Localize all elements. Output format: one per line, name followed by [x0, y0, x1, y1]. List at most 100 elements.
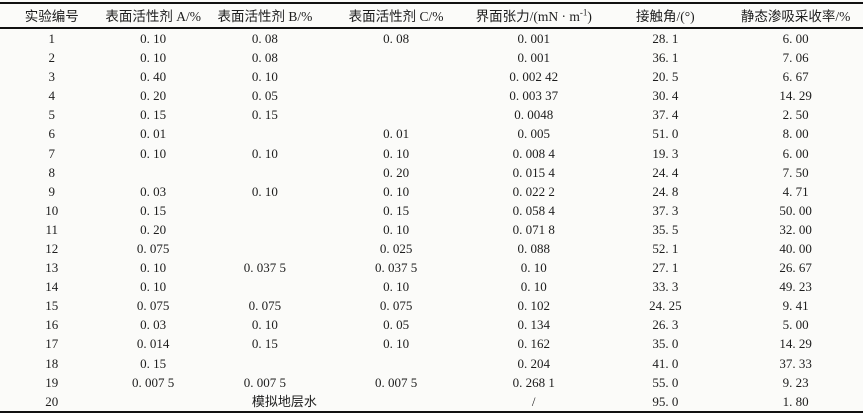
table-cell-experiment-no: 8 — [48, 164, 56, 180]
table-cell-contact-angle: 19. 3 — [652, 145, 679, 161]
table-row: 8 0. 20 0. 015 4 24. 4 7. 50 — [0, 163, 863, 182]
table-cell-static-imbibition-recovery: 37. 33 — [779, 355, 812, 371]
table-cell-contact-angle: 27. 1 — [652, 260, 679, 276]
table-header-row: 实验编号 表面活性剂 A/% 表面活性剂 B/% 表面活性剂 C/% 界面张力/(mN … — [0, 3, 863, 29]
table-cell-surfactant-c: 0. 025 — [379, 240, 413, 256]
table-cell-static-imbibition-recovery: 9. 41 — [782, 298, 809, 314]
unit-label-prefix: 界面张力/(mN · m — [475, 9, 580, 24]
table-cell-static-imbibition-recovery: 40. 00 — [779, 240, 812, 256]
table-cell-experiment-no: 19 — [45, 374, 59, 390]
table-cell-experiment-no: 16 — [45, 317, 59, 333]
table-row: 16 0. 03 0. 10 0. 05 0. 134 26. 3 5. 00 — [0, 315, 863, 334]
column-header-surfactant-c: 表面活性剂 C/% — [327, 3, 466, 29]
column-header-experiment-no: 实验编号 — [0, 3, 104, 29]
table-cell-interfacial-tension: / — [531, 393, 536, 409]
table-row: 18 0. 15 0. 204 41. 0 37. 33 — [0, 354, 863, 373]
table-cell-interfacial-tension: 0. 204 — [517, 355, 550, 371]
table-cell-surfactant-a: 0. 10 — [140, 50, 167, 66]
table-cell-experiment-no: 4 — [48, 88, 56, 104]
table-cell-surfactant-a: 0. 15 — [140, 202, 167, 218]
table-cell-contact-angle: 36. 1 — [652, 50, 679, 66]
table-cell-contact-angle: 55. 0 — [652, 374, 679, 390]
table-cell-static-imbibition-recovery: 8. 00 — [782, 126, 809, 142]
table-cell-static-imbibition-recovery: 5. 00 — [782, 317, 809, 333]
table-body: 1 0. 10 0. 08 0. 08 0. 001 28. 1 6. 00 2 0. 10 0.… — [0, 28, 863, 412]
table-cell-surfactant-a: 0. 007 5 — [132, 374, 175, 390]
table-cell-contact-angle: 41. 0 — [652, 355, 679, 371]
table-cell-interfacial-tension: 0. 0048 — [514, 107, 554, 123]
table-cell-surfactant-b: 0. 10 — [251, 145, 278, 161]
table-cell-contact-angle: 26. 3 — [652, 317, 679, 333]
table-cell-surfactant-b — [203, 124, 327, 143]
table-cell-surfactant-c — [327, 354, 465, 373]
table-cell-experiment-no: 13 — [45, 260, 59, 276]
table-cell-experiment-no: 11 — [45, 221, 59, 237]
table-cell-interfacial-tension: 0. 003 37 — [509, 88, 559, 104]
table-cell-interfacial-tension: 0. 10 — [520, 279, 547, 295]
table-cell-interfacial-tension: 0. 058 4 — [512, 202, 555, 218]
table-cell-surfactant-c: 0. 037 5 — [374, 260, 418, 276]
table-cell-static-imbibition-recovery: 6. 00 — [782, 145, 809, 161]
table-cell-interfacial-tension: 0. 001 — [517, 31, 550, 46]
table-cell-static-imbibition-recovery: 6. 67 — [782, 69, 809, 85]
table-cell-surfactant-a: 0. 10 — [140, 145, 167, 161]
table-cell-surfactant-c: 0. 007 5 — [374, 374, 418, 390]
table-cell-interfacial-tension: 0. 002 42 — [509, 69, 559, 85]
table-cell-experiment-no: 10 — [45, 202, 59, 218]
table-cell-interfacial-tension: 0. 102 — [517, 298, 550, 314]
table-row: 10 0. 15 0. 15 0. 058 4 37. 3 50. 00 — [0, 201, 863, 220]
table-cell-experiment-no: 15 — [45, 298, 59, 314]
table-cell-experiment-no: 14 — [45, 279, 59, 295]
table-cell-surfactant-b: 0. 10 — [251, 69, 278, 85]
table-cell-static-imbibition-recovery: 14. 29 — [779, 88, 812, 104]
table-cell-surfactant-c — [327, 86, 465, 105]
table-cell-surfactant-a: 0. 15 — [140, 355, 167, 371]
table-cell-surfactant-b: 0. 075 — [248, 298, 282, 314]
table-row: 20 模拟地层水 / 95. 0 1. 80 — [0, 392, 863, 412]
table-cell-contact-angle: 37. 4 — [652, 107, 679, 123]
table-cell-surfactant-b: 0. 08 — [251, 50, 278, 66]
table-cell-interfacial-tension: 0. 134 — [517, 317, 550, 333]
table-cell-interfacial-tension: 0. 008 4 — [512, 145, 555, 161]
table-cell-surfactant-c: 0. 10 — [383, 221, 410, 237]
table-row: 1 0. 10 0. 08 0. 08 0. 001 28. 1 6. 00 — [0, 28, 863, 48]
table-row: 13 0. 10 0. 037 5 0. 037 5 0. 10 27. 1 26. 67 — [0, 258, 863, 277]
table-cell-experiment-no: 20 — [45, 393, 59, 409]
table-row: 6 0. 01 0. 01 0. 005 51. 0 8. 00 — [0, 124, 863, 143]
table-cell-interfacial-tension: 0. 10 — [520, 260, 547, 276]
column-header-surfactant-a: 表面活性剂 A/% — [103, 3, 203, 29]
table-cell-surfactant-c — [327, 67, 465, 86]
table-cell-experiment-no: 17 — [45, 336, 59, 352]
table-cell-contact-angle: 24. 25 — [649, 298, 682, 314]
table-cell-surfactant-a: 0. 10 — [140, 31, 167, 46]
table-cell-static-imbibition-recovery: 26. 67 — [779, 260, 812, 276]
table-cell-interfacial-tension: 0. 001 — [517, 50, 550, 66]
table-row: 9 0. 03 0. 10 0. 10 0. 022 2 24. 8 4. 71 — [0, 182, 863, 201]
table-cell-contact-angle: 51. 0 — [652, 126, 679, 142]
table-cell-static-imbibition-recovery: 7. 06 — [782, 50, 809, 66]
table-cell-experiment-no: 2 — [48, 50, 56, 66]
table-cell-surfactant-b: 0. 15 — [251, 336, 278, 352]
unit-label-suffix: ) — [587, 9, 592, 24]
column-header-surfactant-b: 表面活性剂 B/% — [202, 3, 328, 29]
table-cell-surfactant-c: 0. 08 — [383, 31, 410, 46]
table-cell-surfactant-c: 0. 15 — [383, 202, 410, 218]
table-cell-static-imbibition-recovery: 50. 00 — [779, 202, 812, 218]
table-cell-static-imbibition-recovery: 4. 71 — [782, 183, 809, 199]
table-cell-span-surfactant-a: 模拟地层水 — [251, 393, 317, 409]
table-cell-static-imbibition-recovery: 32. 00 — [779, 221, 812, 237]
table-cell-interfacial-tension: 0. 005 — [517, 126, 550, 142]
table-cell-surfactant-a: 0. 014 — [136, 336, 170, 352]
table-cell-surfactant-a: 0. 03 — [140, 183, 167, 199]
table-cell-contact-angle: 35. 0 — [652, 336, 679, 352]
table-cell-static-imbibition-recovery: 2. 50 — [782, 107, 809, 123]
table-cell-surfactant-c — [327, 105, 465, 124]
table-cell-contact-angle: 52. 1 — [652, 240, 679, 256]
table-cell-contact-angle: 35. 5 — [652, 221, 679, 237]
table-cell-static-imbibition-recovery: 6. 00 — [782, 31, 809, 46]
table-cell-experiment-no: 12 — [45, 240, 59, 256]
table-cell-contact-angle: 30. 4 — [652, 88, 679, 104]
table-cell-interfacial-tension: 0. 022 2 — [512, 183, 555, 199]
table-cell-experiment-no: 5 — [48, 107, 56, 123]
table-cell-surfactant-b — [203, 277, 327, 296]
